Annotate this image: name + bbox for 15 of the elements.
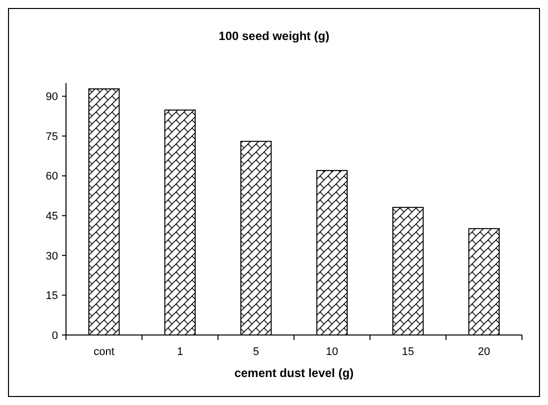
x-tick-label: 15 xyxy=(402,346,414,358)
y-tick-label: 0 xyxy=(52,330,58,342)
x-axis-title: cement dust level (g) xyxy=(234,366,354,380)
y-tick-label: 90 xyxy=(46,91,58,104)
x-tick-label: cont xyxy=(94,346,114,358)
chart-title: 100 seed weight (g) xyxy=(218,29,330,43)
x-tick-label: 10 xyxy=(326,346,338,358)
y-tick-label: 30 xyxy=(46,250,58,262)
y-tick-label: 75 xyxy=(46,130,58,143)
x-tick-label: 1 xyxy=(176,346,184,358)
y-tick-label: 15 xyxy=(46,290,58,302)
x-tick-label: 20 xyxy=(478,346,490,358)
x-tick-label: 5 xyxy=(252,346,260,358)
y-tick-label: 45 xyxy=(46,210,58,222)
y-tick-label: 60 xyxy=(46,170,58,183)
